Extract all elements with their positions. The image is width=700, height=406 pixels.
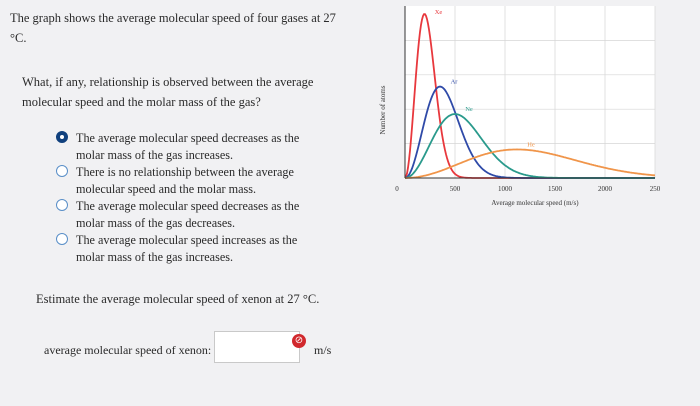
radio-icon[interactable] [56,199,68,211]
x-tick-label: 0 [395,185,399,193]
option-1[interactable]: The average molecular speed decreases as… [56,130,326,164]
x-axis-label: Average molecular speed (m/s) [491,199,579,207]
question-text: What, if any, relationship is observed b… [22,75,314,109]
option-3[interactable]: The average molecular speed decreases as… [56,198,326,232]
speed-distribution-chart: 0 500 1000 1500 2000 250 Xe Ar Ne He Average mol… [379,6,661,207]
series-label-ne: Ne [465,106,473,113]
option-label: There is no relationship between the ave… [76,165,294,196]
unit-label: m/s [314,343,332,357]
answer-options: The average molecular speed decreases as… [56,130,326,266]
x-tick-label: 2000 [598,185,613,193]
error-icon: ⊘ [292,334,306,348]
answer-label: average molecular speed of xenon: [44,343,212,357]
intro-text: The graph shows the average molecular sp… [10,11,336,45]
series-label-he: He [527,141,535,148]
x-tick-label: 1500 [548,185,563,193]
series-label-ar: Ar [451,79,459,86]
x-tick-labels: 0 500 1000 1500 2000 250 [395,185,661,193]
xenon-speed-input[interactable] [214,331,300,363]
x-tick-label: 500 [450,185,461,193]
option-label: The average molecular speed increases as… [76,233,298,264]
y-axis-label: Number of atoms [379,85,387,134]
option-2[interactable]: There is no relationship between the ave… [56,164,326,198]
radio-icon[interactable] [56,233,68,245]
series-labels: Xe Ar Ne He [435,9,535,148]
series-label-xe: Xe [435,9,443,16]
chart-grid [405,6,656,178]
radio-selected-icon[interactable] [56,131,68,143]
series-line-he [405,148,655,179]
option-label: The average molecular speed decreases as… [76,131,300,162]
plot-area [405,6,655,178]
x-tick-label: 1000 [498,185,513,193]
x-tick-label: 250 [650,185,661,193]
estimate-prompt: Estimate the average molecular speed of … [36,292,320,306]
option-label: The average molecular speed decreases as… [76,199,300,230]
radio-icon[interactable] [56,165,68,177]
option-4[interactable]: The average molecular speed increases as… [56,232,326,266]
